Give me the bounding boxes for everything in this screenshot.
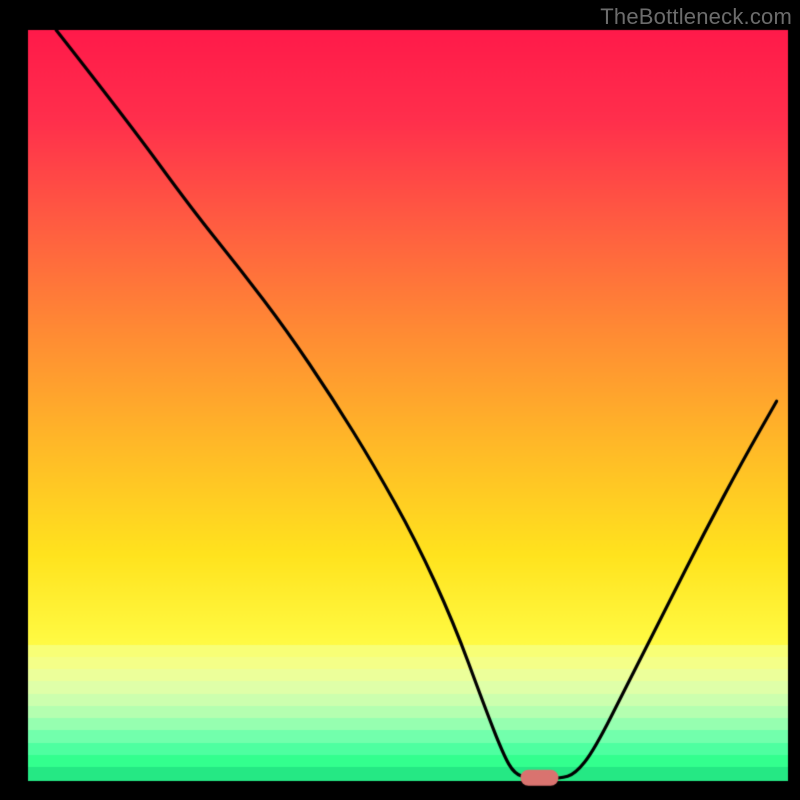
bottleneck-chart <box>0 0 800 800</box>
watermark-text: TheBottleneck.com <box>600 4 792 30</box>
